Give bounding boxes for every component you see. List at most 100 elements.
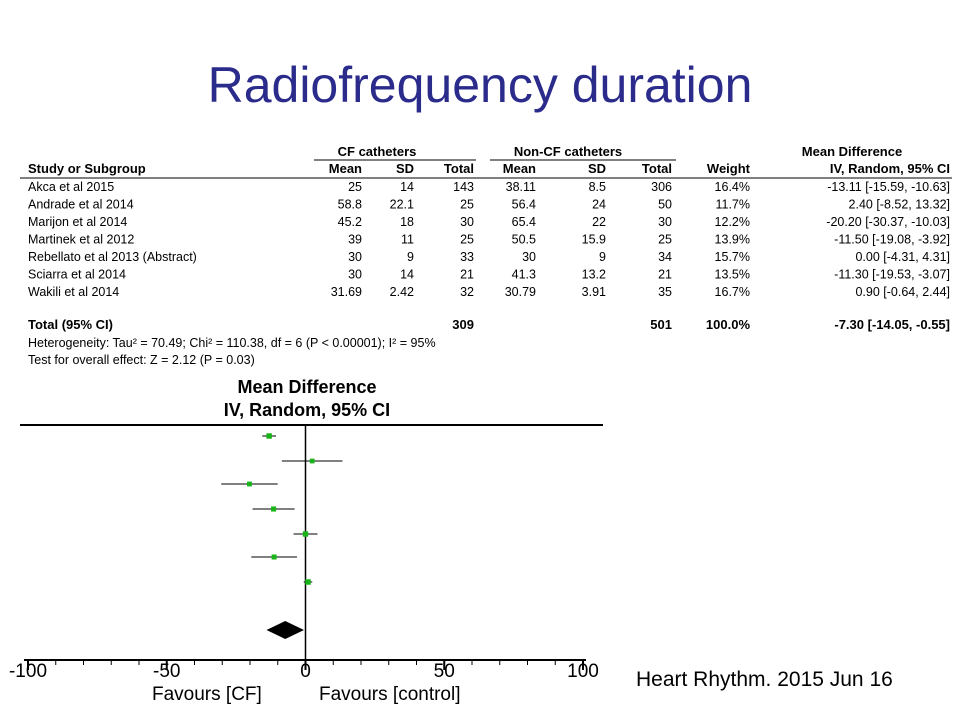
cell-weight: 16.4%	[715, 180, 750, 194]
group-header-noncf: Non-CF catheters	[514, 144, 622, 159]
cell-cf-mean: 58.8	[338, 198, 362, 212]
total-ci: -7.30 [-14.05, -0.55]	[834, 317, 950, 332]
favours-right-label: Favours [control]	[319, 684, 461, 705]
cell-cf-total: 32	[460, 285, 474, 299]
forest-markers	[221, 433, 343, 639]
cell-cf-sd: 2.42	[390, 285, 414, 299]
effect-point	[247, 481, 252, 487]
cell-ncf-sd: 8.5	[589, 180, 606, 194]
effect-point	[271, 554, 277, 560]
tick-label: -50	[153, 661, 180, 682]
cell-ncf-sd: 3.91	[582, 285, 606, 299]
cell-ncf-total: 50	[658, 198, 672, 212]
cell-study-name: Martinek et al 2012	[28, 233, 134, 247]
cell-ncf-mean: 50.5	[512, 233, 536, 247]
x-axis-ticks: -100 -50 0 50 100	[9, 660, 599, 682]
table-row: Marijon et al 2014 45.2 18 30 65.4 22 30 12.2% -…	[28, 215, 950, 229]
tick-label: -100	[9, 661, 47, 682]
effect-point	[266, 433, 272, 439]
cell-study-name: Akca et al 2015	[28, 180, 114, 194]
cell-cf-mean: 39	[348, 233, 362, 247]
total-weight: 100.0%	[706, 317, 751, 332]
total-label: Total (95% CI)	[28, 317, 113, 332]
cell-weight: 12.2%	[715, 215, 750, 229]
group-header-cf: CF catheters	[338, 144, 417, 159]
table-row: Akca et al 2015 25 14 143 38.11 8.5 306 16.4% -1…	[28, 180, 950, 194]
col-header-cf-sd: SD	[396, 161, 414, 176]
cell-cf-sd: 14	[400, 180, 414, 194]
cell-cf-sd: 9	[407, 250, 414, 264]
cell-ncf-total: 30	[658, 215, 672, 229]
cell-ncf-mean: 38.11	[506, 180, 536, 194]
total-ncf-n: 501	[650, 317, 672, 332]
cell-cf-total: 30	[460, 215, 474, 229]
cell-cf-mean: 30	[348, 268, 362, 282]
group-header-md: Mean Difference	[802, 144, 902, 159]
pooled-diamond	[266, 621, 304, 639]
col-header-ncf-mean: Mean	[503, 161, 536, 176]
study-rows: Akca et al 2015 25 14 143 38.11 8.5 306 16.4% -1…	[28, 180, 950, 299]
col-header-cf-mean: Mean	[329, 161, 362, 176]
cell-ncf-total: 34	[658, 250, 672, 264]
cell-ncf-sd: 22	[592, 215, 606, 229]
cell-ncf-sd: 13.2	[582, 268, 606, 282]
cell-cf-total: 25	[460, 233, 474, 247]
table-row: Andrade et al 2014 58.8 22.1 25 56.4 24 50 11.7…	[28, 198, 950, 212]
tick-label: 0	[300, 661, 311, 682]
table-row: Wakili et al 2014 31.69 2.42 32 30.79 3.91 35 1…	[28, 285, 950, 299]
plot-subtitle: IV, Random, 95% CI	[224, 400, 390, 420]
cell-ci: -13.11 [-15.59, -10.63]	[827, 180, 950, 194]
col-header-cf-total: Total	[444, 161, 474, 176]
cell-ncf-total: 35	[658, 285, 672, 299]
cell-weight: 11.7%	[715, 198, 750, 212]
cell-study-name: Wakili et al 2014	[28, 285, 119, 299]
slide-title: Radiofrequency duration	[207, 57, 753, 113]
cell-cf-total: 33	[460, 250, 474, 264]
cell-ncf-mean: 65.4	[512, 215, 536, 229]
col-header-ncf-total: Total	[642, 161, 672, 176]
effect-point	[309, 458, 315, 464]
cell-ci: -20.20 [-30.37, -10.03]	[826, 215, 950, 229]
table-row: Sciarra et al 2014 30 14 21 41.3 13.2 21 13.5% -…	[28, 268, 950, 282]
cell-weight: 13.9%	[715, 233, 750, 247]
cell-cf-total: 25	[460, 198, 474, 212]
cell-ci: 0.90 [-0.64, 2.44]	[855, 285, 950, 299]
plot-title: Mean Difference	[237, 377, 376, 397]
cell-cf-mean: 30	[348, 250, 362, 264]
col-header-ci: IV, Random, 95% CI	[830, 161, 950, 176]
cell-ci: -11.30 [-19.53, -3.07]	[834, 268, 950, 282]
cell-cf-mean: 25	[348, 180, 362, 194]
cell-cf-mean: 45.2	[338, 215, 362, 229]
cell-cf-total: 143	[453, 180, 474, 194]
cell-ncf-mean: 41.3	[512, 268, 536, 282]
tick-label: 50	[434, 661, 455, 682]
citation: Heart Rhythm. 2015 Jun 16	[636, 668, 893, 691]
overall-effect-text: Test for overall effect: Z = 2.12 (P = 0…	[28, 353, 255, 367]
cell-study-name: Rebellato et al 2013 (Abstract)	[28, 250, 197, 264]
cell-study-name: Sciarra et al 2014	[28, 268, 126, 282]
cell-ncf-total: 25	[658, 233, 672, 247]
cell-weight: 16.7%	[715, 285, 750, 299]
tick-label: 100	[567, 661, 599, 682]
effect-point	[302, 531, 309, 537]
col-header-weight: Weight	[707, 161, 751, 176]
cell-ncf-sd: 24	[592, 198, 606, 212]
cell-cf-total: 21	[460, 268, 474, 282]
cell-ncf-total: 306	[651, 180, 672, 194]
effect-point	[271, 506, 277, 512]
cell-ncf-sd: 9	[599, 250, 606, 264]
cell-ncf-sd: 15.9	[582, 233, 606, 247]
cell-cf-sd: 11	[401, 233, 414, 247]
cell-cf-sd: 18	[400, 215, 414, 229]
cell-ci: 0.00 [-4.31, 4.31]	[855, 250, 950, 264]
cell-weight: 13.5%	[715, 268, 750, 282]
cell-cf-sd: 22.1	[390, 198, 414, 212]
cell-ci: -11.50 [-19.08, -3.92]	[834, 233, 950, 247]
cell-cf-mean: 31.69	[331, 285, 362, 299]
table-row: Rebellato et al 2013 (Abstract) 30 9 33 30 9 3…	[28, 250, 950, 264]
cell-ci: 2.40 [-8.52, 13.32]	[849, 198, 950, 212]
cell-study-name: Marijon et al 2014	[28, 215, 127, 229]
total-cf-n: 309	[452, 317, 474, 332]
col-header-study: Study or Subgroup	[28, 161, 146, 176]
